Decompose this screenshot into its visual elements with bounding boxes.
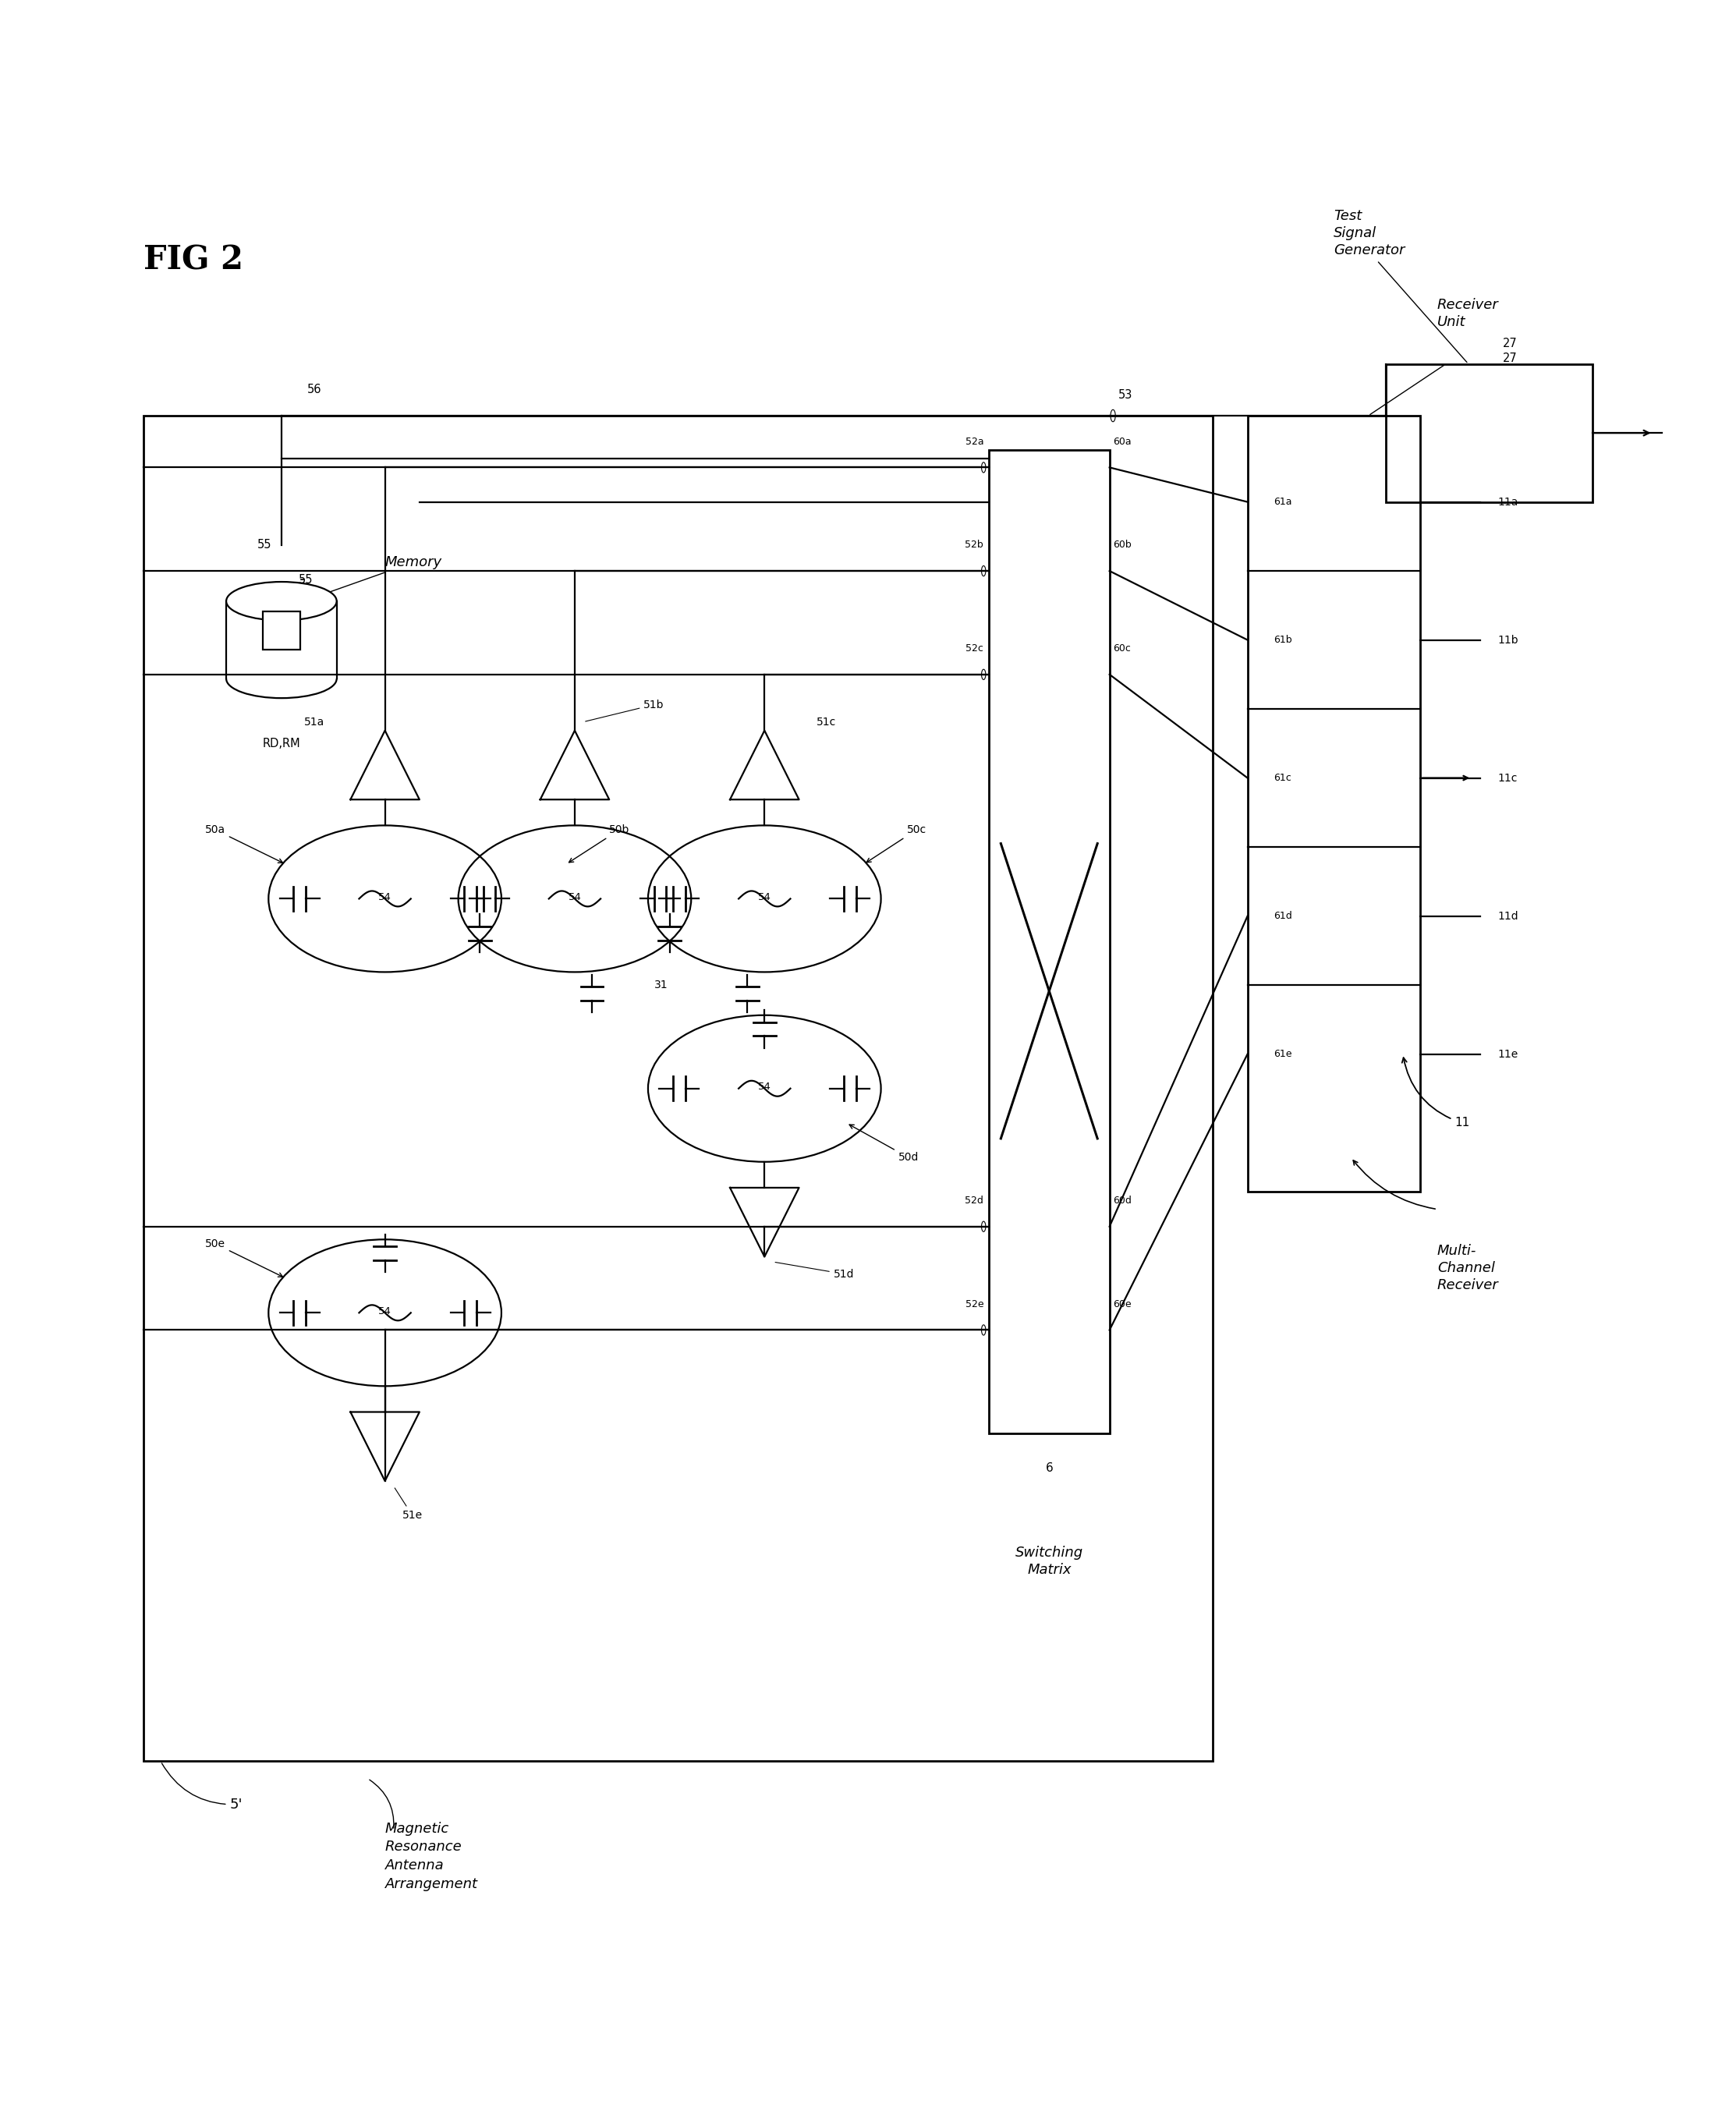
Text: 50a: 50a bbox=[205, 824, 283, 862]
Text: 55: 55 bbox=[257, 540, 271, 550]
Text: Test
Signal
Generator: Test Signal Generator bbox=[1333, 209, 1404, 257]
Text: 61c: 61c bbox=[1274, 774, 1292, 782]
Text: 53: 53 bbox=[1118, 390, 1132, 401]
Bar bbox=[1385, 365, 1592, 502]
Text: 54: 54 bbox=[378, 892, 392, 902]
Text: 60e: 60e bbox=[1113, 1299, 1132, 1309]
Text: 60c: 60c bbox=[1113, 643, 1130, 653]
Text: Multi-
Channel
Receiver: Multi- Channel Receiver bbox=[1437, 1244, 1498, 1292]
Text: 31: 31 bbox=[654, 980, 668, 991]
Ellipse shape bbox=[226, 582, 337, 620]
Bar bbox=[144, 415, 1213, 1762]
Text: 60d: 60d bbox=[1113, 1195, 1132, 1206]
Text: 50b: 50b bbox=[569, 824, 630, 862]
Text: 61e: 61e bbox=[1274, 1050, 1292, 1058]
Bar bbox=[990, 451, 1109, 1433]
Text: Memory: Memory bbox=[318, 554, 443, 597]
Text: 56: 56 bbox=[307, 384, 321, 396]
Text: 54: 54 bbox=[759, 1081, 771, 1092]
Text: 52e: 52e bbox=[965, 1299, 984, 1309]
Text: 11: 11 bbox=[1403, 1058, 1470, 1130]
Text: 50d: 50d bbox=[849, 1126, 918, 1164]
Text: 11c: 11c bbox=[1498, 772, 1517, 784]
Text: 27: 27 bbox=[1502, 337, 1517, 350]
Text: 61d: 61d bbox=[1274, 911, 1292, 921]
Bar bbox=[262, 611, 300, 649]
Text: 51d: 51d bbox=[776, 1263, 854, 1280]
Text: 51b: 51b bbox=[585, 700, 665, 721]
Text: 52a: 52a bbox=[965, 436, 984, 447]
Text: 50c: 50c bbox=[866, 824, 927, 862]
Text: Receiver
Unit: Receiver Unit bbox=[1437, 297, 1498, 329]
Text: 11d: 11d bbox=[1498, 911, 1519, 921]
Text: 60b: 60b bbox=[1113, 540, 1132, 550]
Text: 11e: 11e bbox=[1498, 1048, 1519, 1060]
Text: Magnetic
Resonance
Antenna
Arrangement: Magnetic Resonance Antenna Arrangement bbox=[385, 1821, 477, 1891]
Text: 55: 55 bbox=[299, 573, 312, 586]
Text: 6: 6 bbox=[1045, 1463, 1054, 1473]
Text: 27: 27 bbox=[1502, 352, 1517, 365]
Text: Switching
Matrix: Switching Matrix bbox=[1016, 1545, 1083, 1577]
Text: 5': 5' bbox=[161, 1762, 243, 1811]
Text: 60a: 60a bbox=[1113, 436, 1132, 447]
Text: 52b: 52b bbox=[965, 540, 984, 550]
Text: FIG 2: FIG 2 bbox=[144, 245, 243, 276]
Text: 61b: 61b bbox=[1274, 635, 1292, 645]
Text: 52c: 52c bbox=[965, 643, 984, 653]
Text: RD,RM: RD,RM bbox=[262, 738, 300, 748]
Text: 54: 54 bbox=[759, 892, 771, 902]
Text: 51c: 51c bbox=[816, 717, 837, 727]
Text: 61a: 61a bbox=[1274, 497, 1292, 508]
Text: 11a: 11a bbox=[1498, 497, 1519, 508]
Text: 54: 54 bbox=[568, 892, 582, 902]
Text: 11b: 11b bbox=[1498, 635, 1519, 645]
Text: 51e: 51e bbox=[394, 1488, 422, 1522]
Bar bbox=[1248, 415, 1420, 1191]
Text: 51a: 51a bbox=[304, 717, 325, 727]
Text: 50e: 50e bbox=[205, 1237, 283, 1277]
Text: 52d: 52d bbox=[965, 1195, 984, 1206]
Text: 54: 54 bbox=[378, 1307, 392, 1315]
